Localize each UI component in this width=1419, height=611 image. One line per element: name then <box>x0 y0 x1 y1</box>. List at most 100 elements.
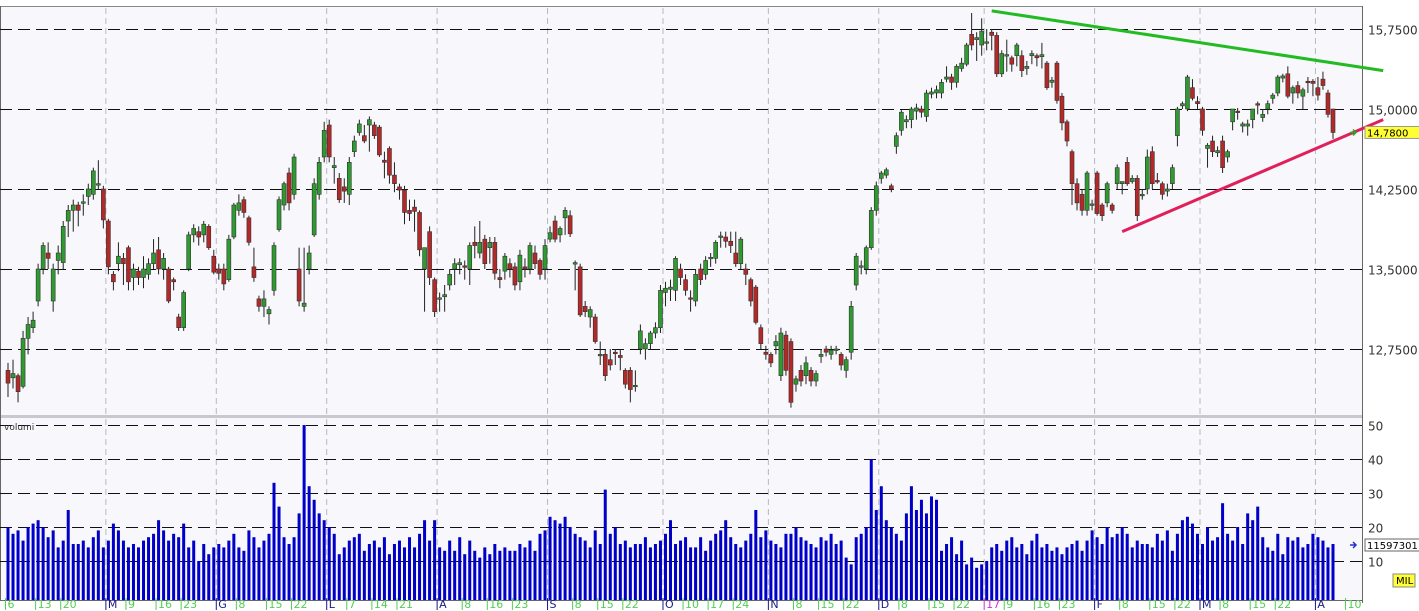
volume-bar <box>849 564 853 600</box>
candle-body <box>954 66 959 83</box>
candle <box>934 85 939 99</box>
price-panel <box>0 6 1362 415</box>
candle-body <box>1165 188 1170 192</box>
candle <box>597 341 603 366</box>
candle-body <box>1024 66 1030 69</box>
volume-bar <box>1296 537 1300 600</box>
candle <box>823 345 829 357</box>
candle-body <box>116 255 121 264</box>
candle <box>1250 108 1255 129</box>
candle-body <box>261 298 267 307</box>
candle-body <box>532 252 538 264</box>
volume-bar <box>1015 547 1019 600</box>
candle-body <box>1175 108 1180 136</box>
last-price-tag <box>1364 125 1419 139</box>
volume-bar <box>844 557 848 600</box>
candle <box>1210 135 1215 158</box>
candle-body <box>487 242 493 248</box>
candle <box>768 352 774 368</box>
candle <box>618 349 623 371</box>
candle-body <box>989 31 995 36</box>
candle <box>457 258 463 275</box>
candle <box>638 324 643 355</box>
x-tick-label: D <box>881 598 889 611</box>
candle-body <box>377 126 382 156</box>
candle-body <box>65 210 71 222</box>
candle <box>1225 149 1230 163</box>
volume-bar <box>1195 533 1199 600</box>
candle <box>848 301 854 360</box>
volume-bar <box>919 499 923 600</box>
candle-body <box>211 255 217 273</box>
candle <box>477 221 483 259</box>
volume-bar <box>142 540 146 600</box>
volume-bar <box>1180 520 1184 600</box>
price-tick-label: 14,2500 <box>1368 184 1418 198</box>
candle-body <box>878 172 884 179</box>
candle-body <box>20 338 26 387</box>
candle <box>909 106 914 129</box>
candle <box>1205 143 1210 168</box>
candle <box>763 345 769 360</box>
candle <box>793 375 799 392</box>
volume-bar <box>874 510 878 600</box>
candle <box>1305 77 1311 94</box>
volume-bar <box>212 547 216 600</box>
candle-body <box>1064 121 1070 142</box>
candle-body <box>246 217 252 243</box>
candle-body <box>894 135 899 147</box>
candle <box>803 356 809 385</box>
candle <box>286 167 292 211</box>
volume-bar <box>448 540 452 600</box>
candle <box>55 245 61 275</box>
candle <box>808 367 814 387</box>
candle <box>612 349 618 366</box>
candle-body <box>673 258 678 291</box>
candle-body <box>1290 87 1296 94</box>
volume-bar <box>242 550 246 600</box>
volume-bar <box>302 425 306 600</box>
volume-bar <box>217 544 221 600</box>
volume-bar <box>739 547 743 600</box>
candle <box>1280 73 1286 83</box>
candle <box>502 253 508 280</box>
volume-bar <box>1271 550 1275 600</box>
volume-bar <box>367 544 371 600</box>
volume-bar <box>423 520 427 600</box>
candle <box>1300 87 1306 110</box>
candle-body <box>788 341 794 403</box>
candle <box>838 352 844 371</box>
candle <box>889 183 894 193</box>
volume-bar <box>864 527 868 600</box>
candle-body <box>1215 150 1220 154</box>
candle-body <box>939 82 944 94</box>
candle <box>828 345 834 360</box>
volume-bar <box>106 540 110 600</box>
candle <box>562 207 568 235</box>
candle <box>592 313 598 344</box>
candle <box>547 226 553 243</box>
volume-bar <box>252 537 256 600</box>
volume-bar <box>970 557 974 600</box>
candle <box>753 285 759 325</box>
candle <box>954 64 959 88</box>
candle <box>45 242 51 270</box>
volume-bar <box>453 550 457 600</box>
volume-bar <box>819 537 823 600</box>
candle <box>1240 121 1245 133</box>
last-volume-arrow-icon <box>1350 541 1358 549</box>
candle <box>472 226 478 259</box>
volume-bar <box>528 540 532 600</box>
volume-bar <box>613 527 617 600</box>
candle <box>15 373 21 403</box>
volume-bar <box>899 540 903 600</box>
candle-body <box>778 332 784 376</box>
volume-bar <box>879 486 883 600</box>
candle-body <box>477 242 483 254</box>
candle <box>723 231 729 248</box>
candle-body <box>1109 204 1115 211</box>
candle <box>407 199 412 222</box>
candle-body <box>326 124 332 158</box>
candle-body <box>507 263 513 270</box>
candle <box>1029 50 1035 65</box>
